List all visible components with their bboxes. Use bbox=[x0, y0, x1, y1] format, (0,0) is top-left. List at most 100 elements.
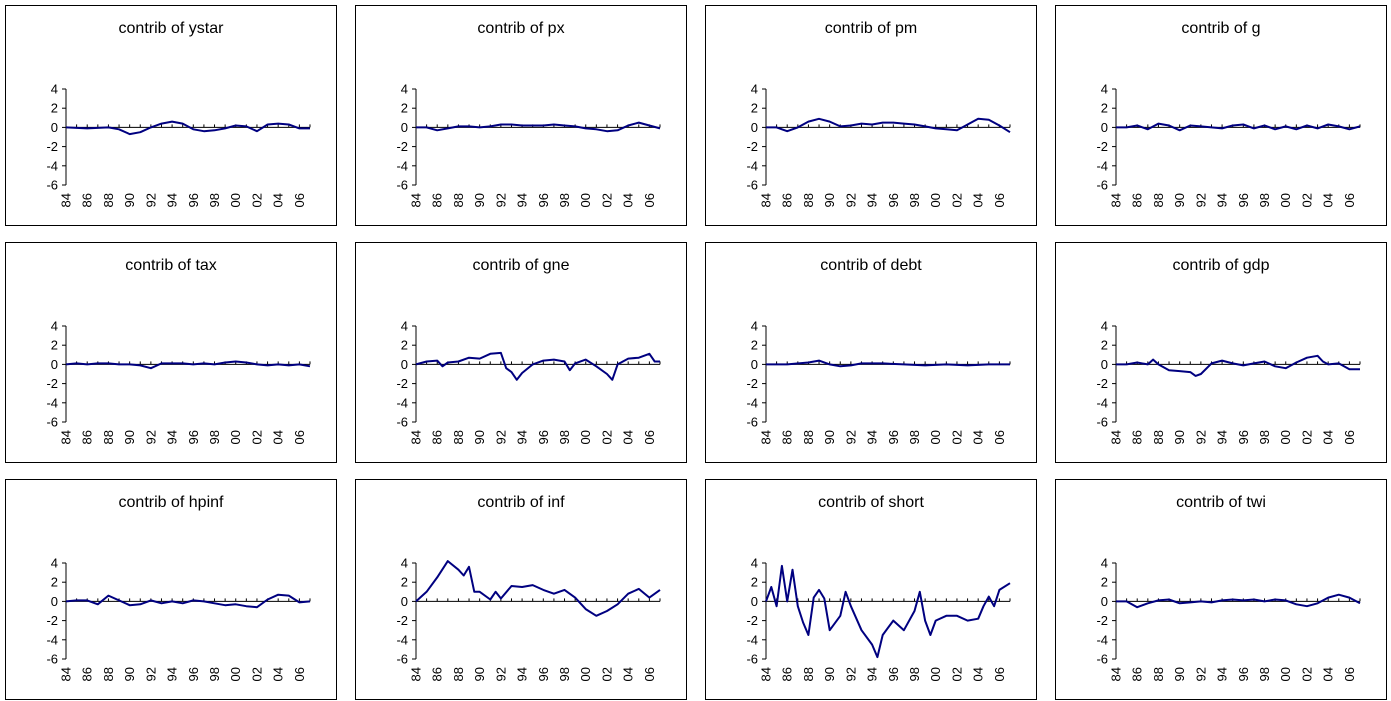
y-tick-label: 2 bbox=[1101, 338, 1108, 353]
x-tick-label: 06 bbox=[992, 193, 1007, 207]
y-tick-label: 0 bbox=[51, 594, 58, 609]
y-tick-label: -6 bbox=[746, 178, 758, 193]
x-tick-label: 00 bbox=[928, 193, 943, 207]
x-tick-label: 00 bbox=[928, 667, 943, 681]
x-tick-label: 98 bbox=[907, 193, 922, 207]
y-tick-label: 4 bbox=[1101, 556, 1108, 571]
chart-panel: contrib of short 4 2 0 -2 -4 -6 84 86 88 90 92 94 96 9… bbox=[705, 479, 1037, 700]
y-tick-label: -4 bbox=[746, 632, 758, 647]
y-tick-label: -4 bbox=[46, 632, 58, 647]
x-tick-label: 04 bbox=[1321, 667, 1336, 681]
x-tick-label: 96 bbox=[886, 430, 901, 444]
x-tick-label: 96 bbox=[186, 430, 201, 444]
x-tick-label: 90 bbox=[1172, 193, 1187, 207]
x-tick-label: 90 bbox=[122, 193, 137, 207]
x-tick-label: 84 bbox=[409, 430, 424, 444]
x-tick-label: 84 bbox=[759, 430, 774, 444]
x-tick-label: 88 bbox=[101, 667, 116, 681]
y-tick-label: -4 bbox=[46, 395, 58, 410]
y-tick-label: -4 bbox=[396, 632, 408, 647]
series-line bbox=[65, 593, 311, 609]
x-tick-label: 06 bbox=[292, 667, 307, 681]
x-tick-label: 02 bbox=[599, 430, 614, 444]
x-tick-label: 92 bbox=[1193, 193, 1208, 207]
x-tick-label: 94 bbox=[165, 193, 180, 207]
x-tick-label: 02 bbox=[599, 193, 614, 207]
x-tick-label: 98 bbox=[907, 430, 922, 444]
x-tick-label: 02 bbox=[249, 667, 264, 681]
x-tick-label: 04 bbox=[621, 430, 636, 444]
y-tick-label: 4 bbox=[1101, 319, 1108, 334]
y-tick-label: -6 bbox=[1096, 415, 1108, 430]
y-tick-label: 0 bbox=[1101, 594, 1108, 609]
x-tick-label: 06 bbox=[642, 430, 657, 444]
x-tick-label: 02 bbox=[1299, 667, 1314, 681]
chart-panel: contrib of ystar 4 2 0 -2 -4 -6 84 86 88 90 92 94 96 9… bbox=[5, 5, 337, 226]
x-tick-label: 94 bbox=[865, 667, 880, 681]
y-tick-label: 0 bbox=[401, 594, 408, 609]
chart-plot: 4 2 0 -2 -4 -684 86 88 90 92 94 96 98 00 02 04 06 bbox=[46, 319, 311, 444]
x-tick-label: 86 bbox=[80, 667, 95, 681]
x-tick-label: 84 bbox=[59, 193, 74, 207]
x-tick-label: 94 bbox=[515, 430, 530, 444]
x-tick-label: 02 bbox=[249, 430, 264, 444]
x-tick-label: 96 bbox=[1236, 430, 1251, 444]
y-tick-label: -6 bbox=[396, 178, 408, 193]
y-tick-label: 4 bbox=[1101, 82, 1108, 97]
chart-panel: contrib of g 4 2 0 -2 -4 -6 84 86 88 90 92 94 96 98 00 0… bbox=[1055, 5, 1387, 226]
x-tick-label: 92 bbox=[493, 430, 508, 444]
series-line bbox=[415, 560, 661, 617]
chart-plot: 4 2 0 -2 -4 -684 86 88 90 92 94 96 98 00 02 04 06 bbox=[46, 556, 311, 681]
x-tick-label: 00 bbox=[1278, 193, 1293, 207]
y-tick-label: 4 bbox=[51, 319, 58, 334]
x-tick-label: 06 bbox=[292, 430, 307, 444]
series-line bbox=[1116, 354, 1360, 377]
y-tick-label: -4 bbox=[746, 395, 758, 410]
x-tick-label: 90 bbox=[1172, 667, 1187, 681]
y-tick-label: 2 bbox=[401, 575, 408, 590]
y-tick-label: 4 bbox=[751, 556, 758, 571]
x-tick-label: 98 bbox=[557, 430, 572, 444]
x-tick-label: 96 bbox=[536, 667, 551, 681]
x-tick-label: 98 bbox=[207, 667, 222, 681]
chart-plot: 4 2 0 -2 -4 -684 86 88 90 92 94 96 98 00 02 04 06 bbox=[46, 82, 311, 207]
x-tick-label: 02 bbox=[949, 430, 964, 444]
x-tick-label: 04 bbox=[271, 430, 286, 444]
x-tick-label: 86 bbox=[80, 430, 95, 444]
x-tick-label: 00 bbox=[228, 430, 243, 444]
x-tick-label: 04 bbox=[1321, 430, 1336, 444]
y-tick-label: 2 bbox=[51, 575, 58, 590]
x-tick-label: 04 bbox=[271, 667, 286, 681]
x-tick-label: 06 bbox=[642, 193, 657, 207]
x-tick-label: 88 bbox=[101, 193, 116, 207]
y-tick-label: -2 bbox=[1096, 376, 1108, 391]
y-tick-label: -4 bbox=[396, 395, 408, 410]
x-tick-label: 96 bbox=[1236, 193, 1251, 207]
x-tick-label: 92 bbox=[493, 667, 508, 681]
x-tick-label: 02 bbox=[1299, 193, 1314, 207]
y-tick-label: -4 bbox=[1096, 632, 1108, 647]
x-tick-label: 96 bbox=[186, 667, 201, 681]
chart-plot: 4 2 0 -2 -4 -684 86 88 90 92 94 96 98 00 02 04 06 bbox=[396, 82, 661, 207]
y-tick-label: -2 bbox=[746, 139, 758, 154]
x-tick-label: 88 bbox=[1151, 667, 1166, 681]
x-tick-label: 90 bbox=[822, 430, 837, 444]
y-tick-label: -6 bbox=[46, 652, 58, 667]
x-tick-label: 88 bbox=[801, 667, 816, 681]
x-tick-label: 00 bbox=[578, 430, 593, 444]
x-tick-label: 06 bbox=[1342, 430, 1357, 444]
y-tick-label: 0 bbox=[1101, 357, 1108, 372]
chart-title: contrib of px bbox=[477, 20, 565, 37]
chart-plot: 4 2 0 -2 -4 -684 86 88 90 92 94 96 98 00 02 04 06 bbox=[746, 556, 1011, 681]
x-tick-label: 06 bbox=[292, 193, 307, 207]
chart-plot: 4 2 0 -2 -4 -684 86 88 90 92 94 96 98 00 02 04 06 bbox=[396, 556, 661, 681]
x-tick-label: 86 bbox=[1130, 430, 1145, 444]
x-tick-label: 06 bbox=[1342, 667, 1357, 681]
x-tick-label: 90 bbox=[822, 667, 837, 681]
series-line bbox=[1116, 122, 1361, 132]
x-tick-label: 00 bbox=[578, 667, 593, 681]
y-tick-label: -2 bbox=[1096, 139, 1108, 154]
y-tick-label: 4 bbox=[51, 82, 58, 97]
x-tick-label: 06 bbox=[1342, 193, 1357, 207]
chart-panel: contrib of debt 4 2 0 -2 -4 -6 84 86 88 90 92 94 96 98… bbox=[705, 242, 1037, 463]
